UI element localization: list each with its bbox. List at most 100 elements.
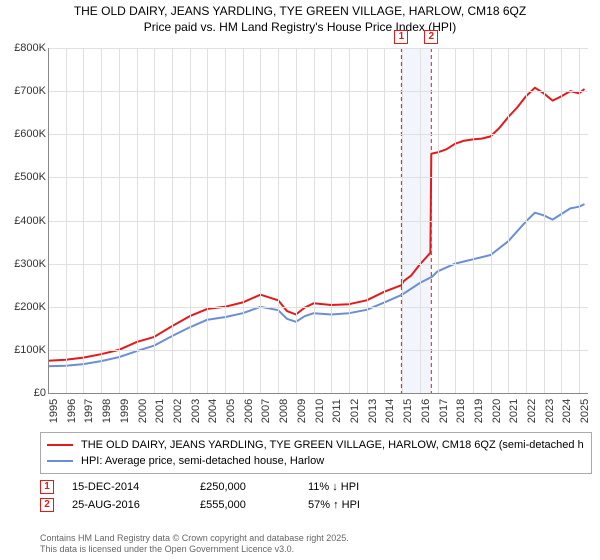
gridline-vertical	[154, 48, 155, 393]
x-tick-label: 2000	[137, 399, 149, 423]
y-tick-label: £300K	[14, 258, 46, 270]
y-tick-label: £400K	[14, 215, 46, 227]
x-tick-label: 2012	[349, 399, 361, 423]
series-property	[48, 88, 585, 361]
y-tick-label: £100K	[14, 344, 46, 356]
sales-row: 115-DEC-2014£250,00011% ↓ HPI	[40, 478, 592, 496]
x-tick-label: 2015	[402, 399, 414, 423]
gridline-vertical	[420, 48, 421, 393]
x-tick-label: 1999	[119, 399, 131, 423]
legend-row: THE OLD DAIRY, JEANS YARDLING, TYE GREEN…	[47, 437, 585, 453]
x-tick-label: 2018	[455, 399, 467, 423]
sales-marker-icon: 2	[40, 498, 54, 512]
gridline-vertical	[83, 48, 84, 393]
gridline-vertical	[225, 48, 226, 393]
x-tick-label: 2005	[225, 399, 237, 423]
y-tick-label: £600K	[14, 128, 46, 140]
gridline-horizontal	[48, 221, 588, 222]
x-tick-label: 2013	[367, 399, 379, 423]
x-tick-label: 2019	[473, 399, 485, 423]
x-tick-label: 2008	[278, 399, 290, 423]
gridline-vertical	[579, 48, 580, 393]
gridline-vertical	[455, 48, 456, 393]
gridline-vertical	[544, 48, 545, 393]
sales-price: £250,000	[200, 481, 290, 493]
legend-box: THE OLD DAIRY, JEANS YARDLING, TYE GREEN…	[40, 432, 592, 474]
y-tick-label: £200K	[14, 301, 46, 313]
x-tick-label: 2014	[384, 399, 396, 423]
x-tick-label: 2020	[491, 399, 503, 423]
footer-attribution: Contains HM Land Registry data © Crown c…	[40, 533, 592, 556]
gridline-vertical	[508, 48, 509, 393]
legend-swatch	[47, 444, 73, 446]
gridline-vertical	[438, 48, 439, 393]
y-tick-label: £500K	[14, 171, 46, 183]
y-tick-label: £700K	[14, 85, 46, 97]
gridline-vertical	[190, 48, 191, 393]
gridline-vertical	[561, 48, 562, 393]
sale-marker-1: 1	[394, 30, 408, 44]
gridline-vertical	[349, 48, 350, 393]
gridline-vertical	[101, 48, 102, 393]
chart-title-line2: Price paid vs. HM Land Registry's House …	[0, 20, 600, 38]
sales-price: £555,000	[200, 499, 290, 511]
legend-label: THE OLD DAIRY, JEANS YARDLING, TYE GREEN…	[81, 439, 584, 451]
gridline-horizontal	[48, 264, 588, 265]
gridline-vertical	[384, 48, 385, 393]
x-tick-label: 2010	[314, 399, 326, 423]
x-tick-label: 2002	[172, 399, 184, 423]
x-tick-label: 1997	[83, 399, 95, 423]
x-tick-label: 2007	[260, 399, 272, 423]
x-tick-label: 2021	[508, 399, 520, 423]
x-tick-label: 2004	[207, 399, 219, 423]
gridline-vertical	[526, 48, 527, 393]
legend-label: HPI: Average price, semi-detached house,…	[81, 455, 324, 467]
sales-delta: 11% ↓ HPI	[308, 481, 418, 493]
gridline-vertical	[119, 48, 120, 393]
chart-container: THE OLD DAIRY, JEANS YARDLING, TYE GREEN…	[0, 0, 600, 560]
gridline-vertical	[243, 48, 244, 393]
legend-swatch	[47, 460, 73, 462]
gridline-vertical	[331, 48, 332, 393]
gridline-horizontal	[48, 91, 588, 92]
y-axis: £0£100K£200K£300K£400K£500K£600K£700K£80…	[0, 48, 48, 393]
gridline-horizontal	[48, 134, 588, 135]
gridline-horizontal	[48, 350, 588, 351]
y-tick-label: £800K	[14, 42, 46, 54]
x-tick-label: 2025	[579, 399, 591, 423]
x-tick-label: 2001	[154, 399, 166, 423]
x-tick-label: 2011	[331, 399, 343, 423]
gridline-horizontal	[48, 177, 588, 178]
chart-title-line1: THE OLD DAIRY, JEANS YARDLING, TYE GREEN…	[0, 0, 600, 20]
x-tick-label: 1995	[48, 399, 60, 423]
x-tick-label: 2006	[243, 399, 255, 423]
footer-line2: This data is licensed under the Open Gov…	[40, 544, 592, 556]
sales-delta: 57% ↑ HPI	[308, 499, 418, 511]
sales-marker-icon: 1	[40, 480, 54, 494]
x-tick-label: 2017	[438, 399, 450, 423]
sale-marker-2: 2	[424, 30, 438, 44]
gridline-vertical	[367, 48, 368, 393]
gridline-vertical	[491, 48, 492, 393]
y-tick-label: £0	[34, 387, 46, 399]
gridline-horizontal	[48, 307, 588, 308]
gridline-horizontal	[48, 48, 588, 49]
gridline-vertical	[278, 48, 279, 393]
plot-area: 12	[48, 48, 588, 393]
gridline-vertical	[296, 48, 297, 393]
x-tick-label: 1998	[101, 399, 113, 423]
x-tick-label: 2009	[296, 399, 308, 423]
gridline-vertical	[172, 48, 173, 393]
x-tick-label: 2022	[526, 399, 538, 423]
footer-line1: Contains HM Land Registry data © Crown c…	[40, 533, 592, 545]
gridline-vertical	[260, 48, 261, 393]
x-tick-label: 2016	[420, 399, 432, 423]
gridline-vertical	[137, 48, 138, 393]
gridline-vertical	[48, 48, 49, 393]
x-tick-label: 2024	[561, 399, 573, 423]
sales-date: 25-AUG-2016	[72, 499, 182, 511]
gridline-vertical	[314, 48, 315, 393]
sales-row: 2 25-AUG-2016 £555,000 57% ↑ HPI	[40, 496, 592, 514]
sales-table: 115-DEC-2014£250,00011% ↓ HPI225-AUG-201…	[40, 478, 592, 514]
gridline-vertical	[473, 48, 474, 393]
